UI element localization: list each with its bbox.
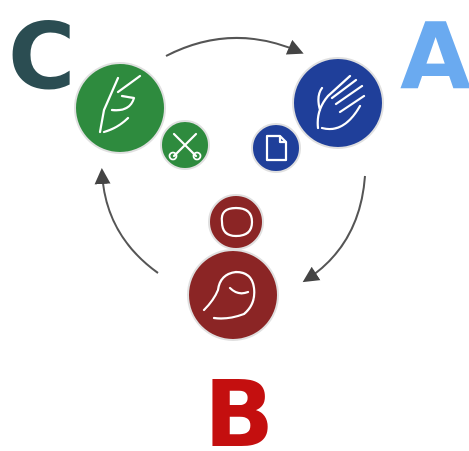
node-label: A: [400, 3, 469, 110]
node-label: B: [204, 361, 274, 451]
rock-node: [187, 194, 279, 341]
node-label: C: [8, 3, 76, 110]
paper-node: [251, 57, 384, 173]
scissors-node: [74, 62, 210, 170]
arrow: [94, 168, 159, 274]
arrow: [302, 175, 366, 283]
arrow: [165, 37, 304, 57]
